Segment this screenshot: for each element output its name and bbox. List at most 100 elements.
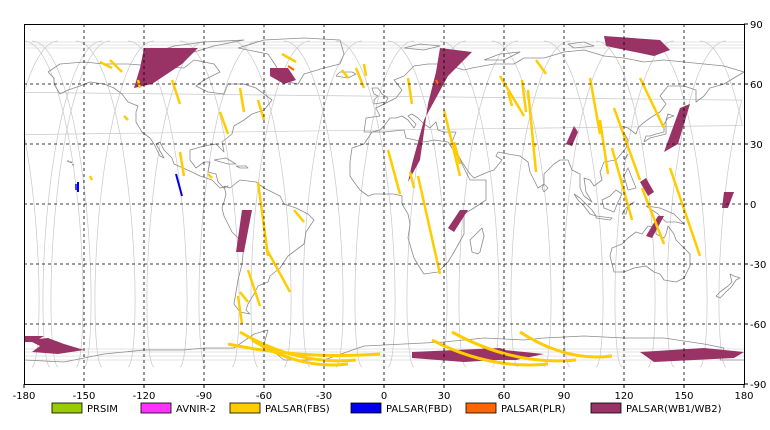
fbs-strip: [123, 115, 129, 121]
x-tick-label: 90: [558, 391, 571, 402]
fbs-strip: [442, 109, 462, 177]
wb-swath: [640, 178, 654, 196]
x-tick-label: 180: [734, 391, 753, 402]
orbit-track: [75, 40, 136, 368]
wb-swath: [236, 210, 252, 252]
orbit-track: [23, 40, 743, 368]
fbs-strip: [598, 119, 610, 175]
coastline: [363, 49, 745, 203]
coastline: [623, 153, 629, 161]
x-tick-label: -180: [13, 391, 36, 402]
x-tick-label: 120: [614, 391, 633, 402]
orbit-track: [562, 40, 623, 368]
coastline: [643, 113, 675, 143]
island: [67, 160, 69, 163]
coastline: [541, 183, 549, 193]
fbs-strip: [416, 175, 442, 275]
wb-swath: [722, 192, 734, 208]
y-tick-label: -30: [750, 260, 766, 271]
coastline: [601, 189, 623, 213]
legend: PRSIM AVNIR-2 PALSAR(FBS) PALSAR(FBD) PALSAR…: [51, 402, 722, 415]
wb-swath: [448, 210, 468, 232]
orbit-track: [231, 40, 292, 368]
fbs-strip: [99, 60, 113, 70]
orbit-track: [543, 40, 604, 368]
fbs-strip: [264, 247, 292, 293]
coastline: [237, 37, 345, 85]
coastline: [715, 273, 741, 299]
x-tick-label: -30: [316, 391, 332, 402]
legend-label: PRSIM: [87, 404, 118, 415]
orbit-track: [23, 40, 743, 368]
wb-swath: [28, 338, 84, 354]
coastline: [23, 329, 744, 363]
wb-swath: [24, 336, 44, 342]
wb-swath: [270, 68, 296, 84]
y-tick-label: -60: [750, 320, 766, 331]
y-tick-label: 30: [750, 140, 763, 151]
fbs-strip: [362, 63, 368, 77]
wb-swath: [604, 36, 670, 56]
fbs-strip: [109, 59, 123, 73]
x-tick-label: 60: [498, 391, 511, 402]
fbs-strip: [341, 69, 349, 79]
coastline: [645, 205, 685, 225]
fbs-strip: [178, 151, 186, 177]
fbs-strip: [207, 173, 213, 179]
x-tick-label: 150: [674, 391, 693, 402]
legend-swatch: [465, 402, 497, 414]
orbit-track: [250, 40, 311, 368]
fbs-strip: [256, 181, 270, 257]
plr-strip: [435, 79, 439, 85]
coastline: [47, 59, 273, 189]
coastline: [335, 71, 357, 79]
legend-label: PALSAR(FBD): [386, 404, 452, 415]
fbd-strip: [175, 173, 183, 197]
island: [72, 163, 74, 166]
legend-swatch: [590, 402, 622, 414]
legend-swatch: [229, 402, 261, 414]
coastline: [213, 157, 237, 165]
acquisition-swaths: [24, 36, 744, 367]
fbs-strip: [293, 209, 305, 223]
legend-swatch: [51, 402, 83, 414]
x-tick-label: 30: [438, 391, 451, 402]
fbs-strip: [588, 77, 602, 135]
fbs-strip: [534, 59, 548, 75]
x-tick-label: -120: [133, 391, 156, 402]
y-tick-label: 60: [750, 80, 763, 91]
fbs-strip: [246, 269, 262, 307]
fbs-strip: [238, 87, 246, 113]
fbs-strip: [236, 295, 244, 325]
coastline: [483, 51, 521, 61]
x-axis-labels: -180 -150 -120 -90 -60 -30 0 30 60 90 120 150 180: [13, 384, 754, 402]
fbs-strip: [281, 52, 297, 64]
y-tick-label: 0: [750, 200, 756, 211]
island: [70, 161, 73, 164]
x-tick-label: 0: [381, 391, 387, 402]
fbs-strip: [452, 141, 462, 165]
fbs-strip: [640, 187, 666, 245]
y-tick-label: 90: [750, 20, 763, 31]
coastline: [403, 43, 441, 51]
coastline: [469, 227, 485, 255]
y-axis-labels: 90 60 30 0 -30 -60 -90: [744, 20, 766, 391]
legend-label: PALSAR(PLR): [501, 404, 566, 415]
coastline: [623, 167, 637, 191]
fbs-strip: [610, 147, 634, 221]
wb-swath: [646, 216, 664, 238]
wb-swath: [408, 48, 472, 182]
fbs-strip: [668, 167, 702, 257]
fbs-strip: [406, 77, 414, 105]
plr-strip: [287, 65, 295, 71]
legend-label: PALSAR(FBS): [265, 404, 330, 415]
legend-label: AVNIR-2: [176, 404, 216, 415]
fbs-strip: [431, 338, 549, 367]
fbs-strip: [218, 111, 230, 135]
fbs-strip: [386, 149, 402, 195]
fbs-strip: [520, 79, 528, 113]
fbs-strip: [227, 342, 381, 358]
coastline: [235, 165, 249, 169]
wb-swath: [640, 348, 744, 362]
fbs-strip: [519, 330, 613, 359]
